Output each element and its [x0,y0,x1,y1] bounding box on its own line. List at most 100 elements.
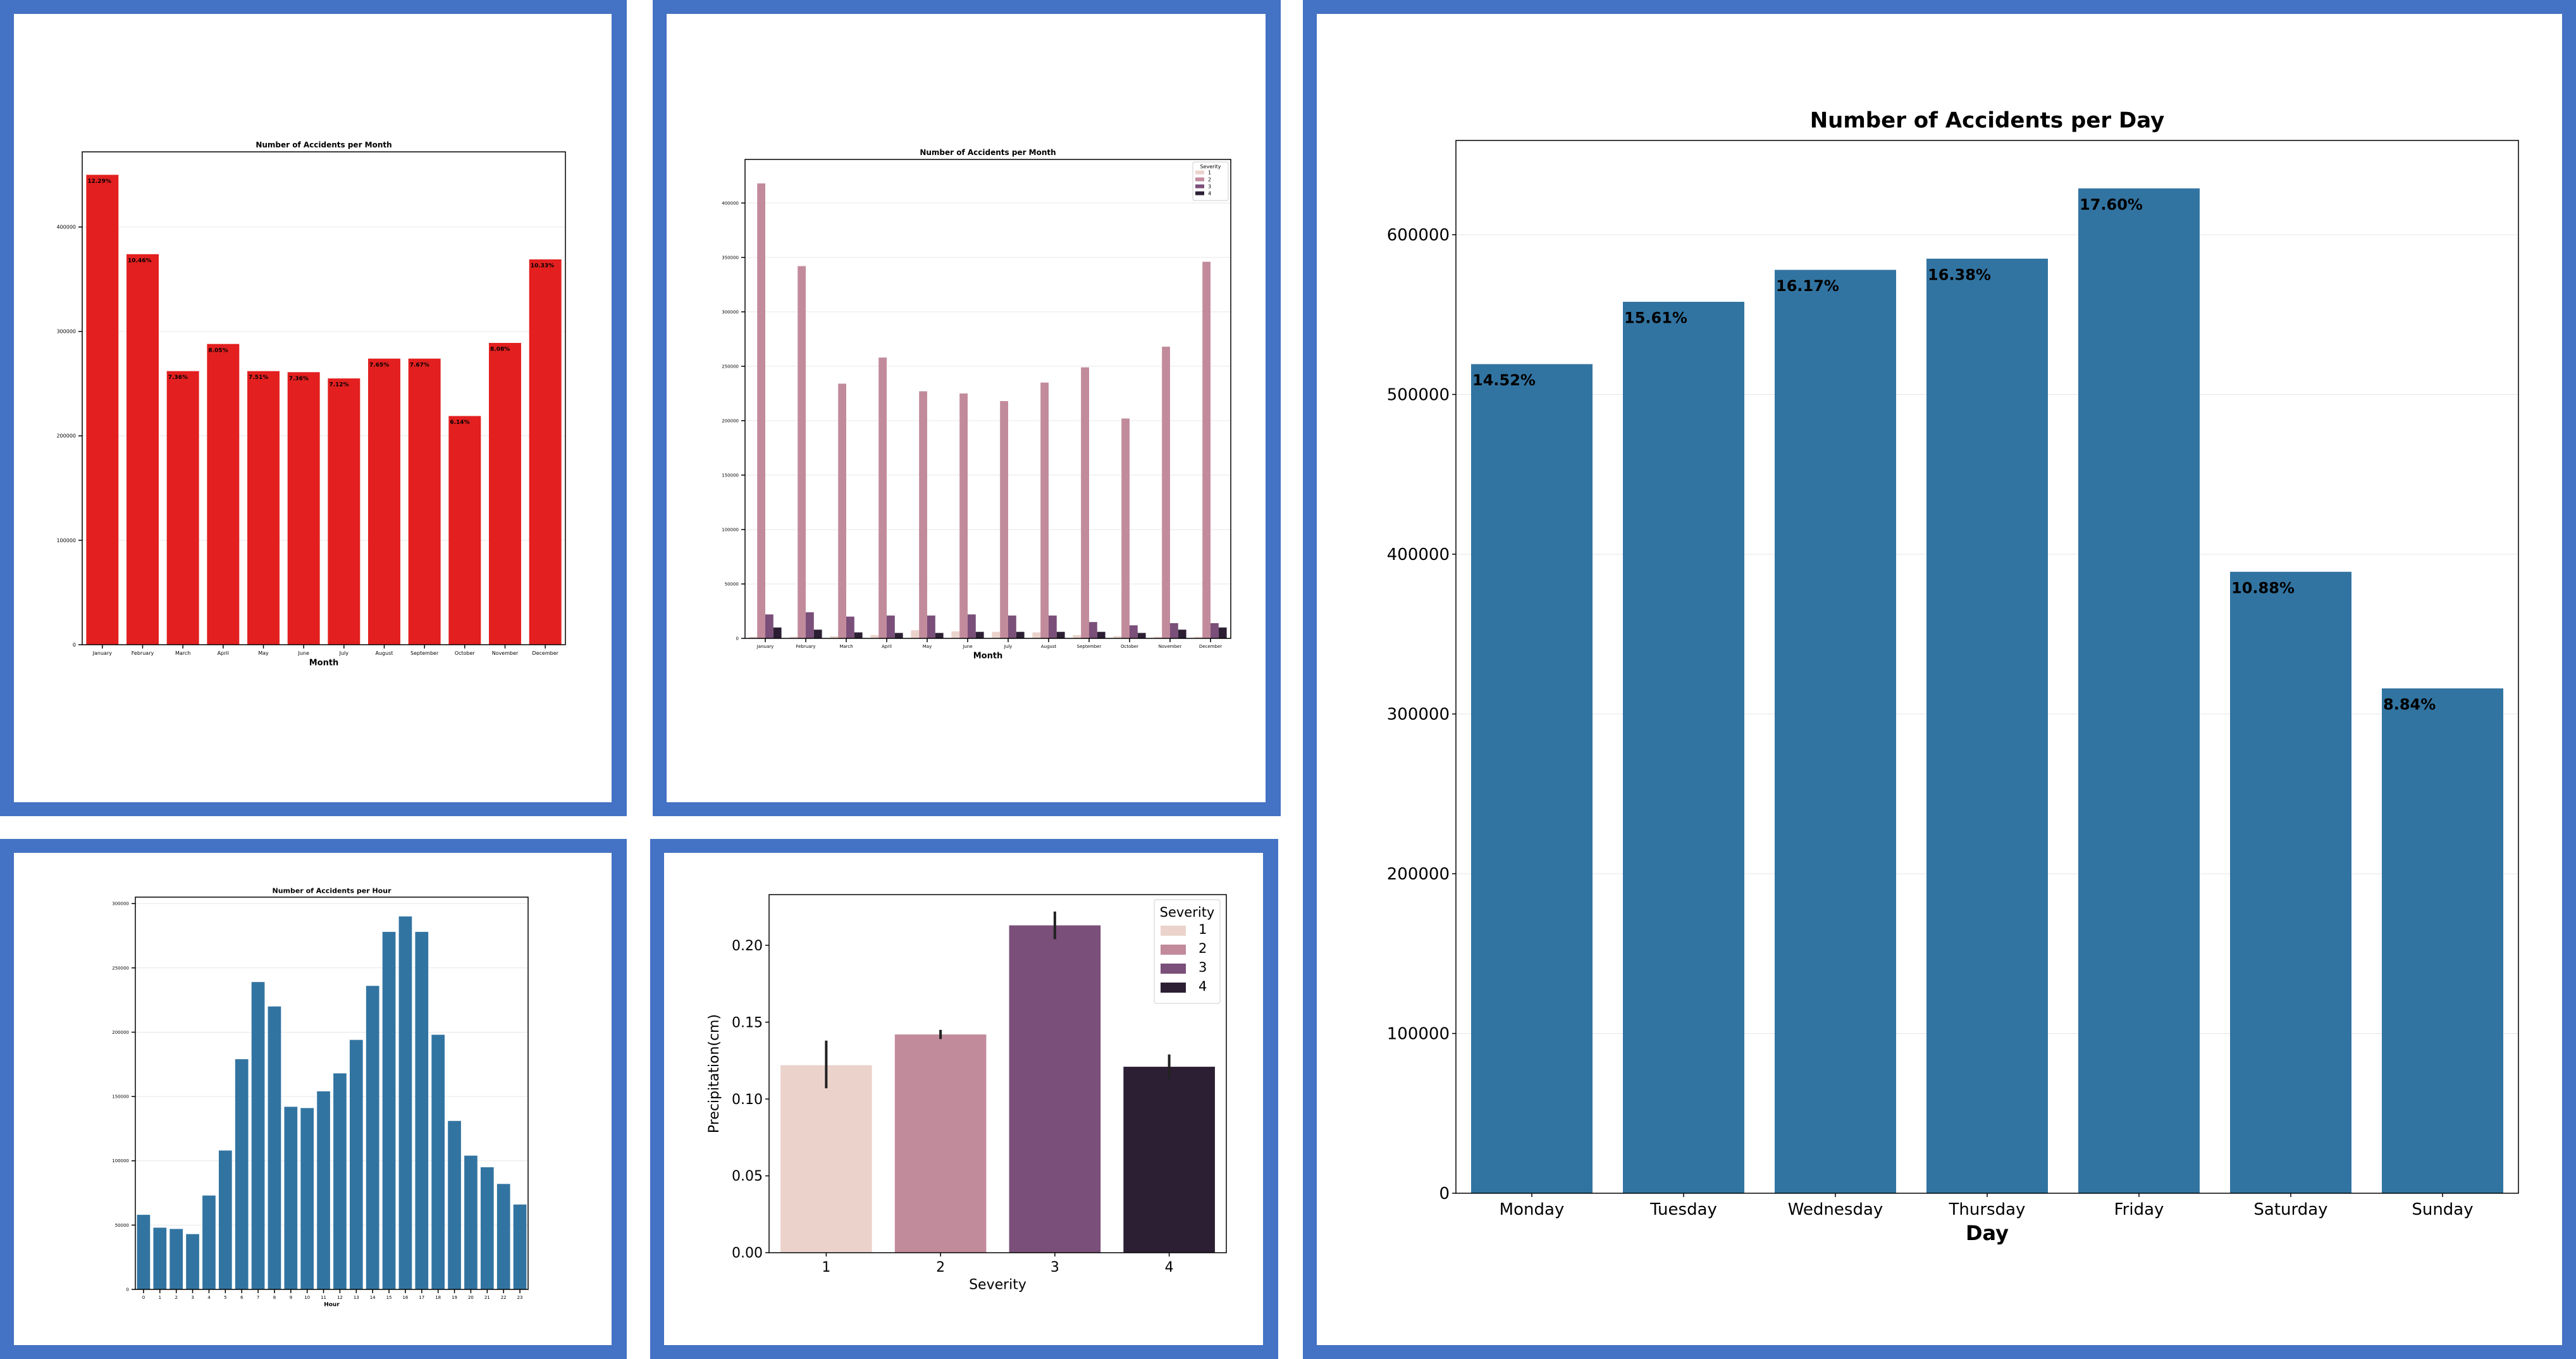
data-label: 7.36% [168,375,188,381]
x-tick-label: October [1121,644,1138,649]
x-tick-label: August [376,650,393,656]
bar-series-1 [830,636,839,638]
y-tick-label: 0.20 [732,938,763,954]
bar [247,371,280,645]
bar [496,1184,510,1289]
bar-series-2 [1162,346,1170,638]
bar-series-3 [1170,623,1178,638]
x-tick-label: February [132,650,154,656]
x-axis-label: Month [309,658,339,667]
legend-label: 2 [1208,177,1211,183]
bar [317,1091,330,1289]
bar [166,371,199,645]
y-tick-label: 50000 [725,581,739,586]
x-tick-label: 12 [337,1295,343,1300]
plot-frame [135,897,529,1290]
x-tick-label: 9 [290,1295,292,1300]
month-chart-svg: 0 100000 200000 300000 400000 12.29% 10.46% 7.3… [56,140,566,667]
bar [464,1155,478,1289]
bar-series-3 [1211,623,1219,638]
bar [207,344,240,645]
bar [408,358,441,645]
legend-label: 3 [1208,184,1211,190]
panel-day-chart: 0 100000 200000 300000 400000 500000 600000 14.… [1303,0,2576,1359]
bar-series-3 [927,615,935,638]
legend-label: 1 [1208,170,1211,176]
legend-swatch [1195,191,1204,195]
bar-series-4 [975,631,984,638]
x-tick-label: March [175,650,190,656]
month-severity-chart-svg: 0 50000 100000 150000 200000 250000 300000 3500… [722,148,1231,661]
data-label: 10.33% [531,263,555,270]
data-label: 8.08% [490,347,510,353]
bar-series-4 [773,627,782,638]
bar [153,1227,167,1289]
y-tick-label: 0 [1439,1184,1450,1203]
bar [169,1229,183,1289]
legend: Severity 1 2 3 4 [1154,899,1221,1004]
y-tick-label: 150000 [112,1095,129,1100]
y-tick-label: 0.15 [732,1015,763,1031]
x-tick-label: January [92,650,113,656]
legend-swatch [1161,945,1186,955]
x-tick-label: 19 [452,1295,457,1300]
x-tick-label: May [923,644,932,649]
bar-series-2 [878,357,887,638]
panel-precipitation-chart: 0.00 0.05 0.10 0.15 0.20 1 2 3 4 Severity Precipit… [650,839,1278,1359]
precipitation-chart-svg: 0.00 0.05 0.10 0.15 0.20 1 2 3 4 Severity Precipit… [706,894,1227,1293]
bar-series-4 [1056,631,1065,638]
bar-series-4 [894,633,903,638]
bar [529,259,562,645]
x-tick-label: Saturday [2253,1200,2327,1219]
bar-series-2 [838,383,846,638]
bar-series-3 [1008,615,1016,638]
x-tick-label: Thursday [1949,1200,2026,1219]
y-tick-label: 200000 [112,1030,129,1035]
bar-series-4 [935,633,944,638]
legend-swatch [1161,983,1186,993]
x-tick-label: 0 [142,1295,145,1300]
y-tick-label: 100000 [1387,1025,1450,1044]
bar [1926,258,2048,1194]
x-axis-label: Hour [324,1301,340,1308]
plot-frame [744,159,1231,639]
chart-title: Number of Accidents per Month [920,148,1056,157]
bar-series-3 [806,612,814,638]
y-tick-label: 350000 [722,255,739,260]
y-tick-label: 250000 [722,364,739,369]
bar-series-2 [1000,400,1008,638]
bar-series-1 [749,636,758,638]
plot-frame [1455,140,2519,1194]
x-tick-label: 1 [822,1260,830,1275]
y-tick-label: 0.05 [732,1169,763,1184]
bar [328,378,361,645]
bar-series-1 [992,631,1001,638]
bar [368,358,400,645]
bar [1009,925,1101,1253]
x-tick-label: Sunday [2412,1200,2473,1219]
x-tick-label: 8 [273,1295,276,1300]
y-tick-label: 400000 [1387,545,1450,564]
bar [366,986,379,1289]
y-tick-label: 0.00 [732,1246,763,1262]
bar-series-1 [1032,632,1041,638]
bar-series-4 [813,630,822,638]
x-tick-label: February [796,644,815,649]
x-tick-label: 6 [240,1295,243,1300]
data-label: 14.52% [1472,371,1536,389]
bar [235,1059,249,1289]
x-axis-label: Day [1966,1221,2009,1245]
y-tick-label: 200000 [1387,865,1450,884]
panel-month-severity-chart: 0 50000 100000 150000 200000 250000 300000 3500… [653,0,1281,816]
bar-series-3 [968,614,976,638]
chart-title: Number of Accidents per Hour [273,886,392,895]
legend-title: Severity [1160,905,1215,920]
chart-title: Number of Accidents per Day [1810,108,2165,133]
panel-month-chart: 0 100000 200000 300000 400000 12.29% 10.46% 7.3… [0,0,627,816]
x-tick-label: 1 [159,1295,161,1300]
legend-swatch [1161,964,1186,974]
legend-swatch [1195,177,1204,182]
bar [894,1034,987,1253]
bar [480,1167,494,1289]
bar-series-1 [1194,636,1203,638]
